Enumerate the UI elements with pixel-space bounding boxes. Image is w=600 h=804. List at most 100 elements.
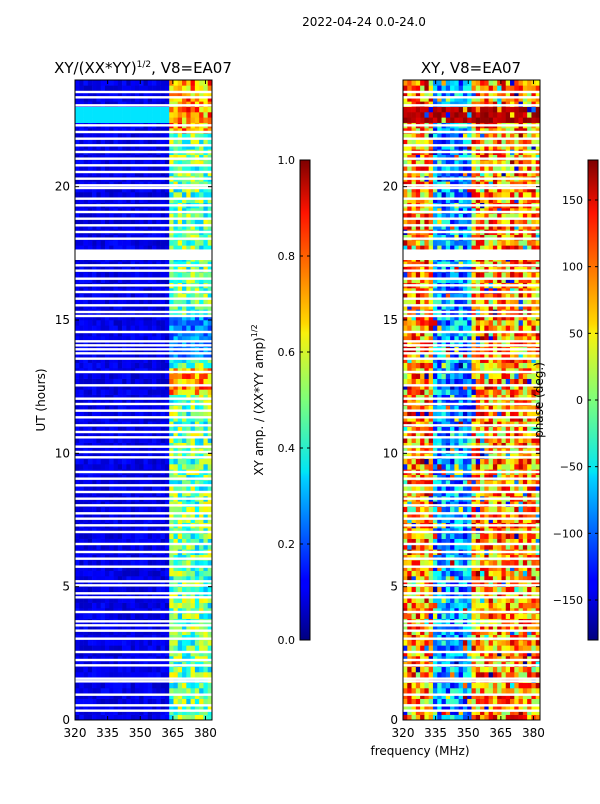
heatmap-cell xyxy=(178,373,183,379)
heatmap-cell xyxy=(169,571,174,577)
heatmap-cell xyxy=(420,672,425,678)
heatmap-cell xyxy=(446,688,451,694)
heatmap-cell xyxy=(506,699,511,705)
heatmap-cell xyxy=(96,272,101,278)
heatmap-cell xyxy=(407,645,412,651)
heatmap-cell xyxy=(79,459,84,465)
heatmap-cell xyxy=(195,363,200,369)
heatmap-cell xyxy=(182,603,187,609)
heatmap-cell xyxy=(79,320,84,326)
heatmap-cell xyxy=(199,464,204,470)
heatmap-cell xyxy=(84,112,89,118)
heatmap-cell xyxy=(446,715,451,721)
heatmap-cell xyxy=(118,533,123,539)
heatmap-cell xyxy=(463,667,468,673)
heatmap-cell xyxy=(182,688,187,694)
heatmap-cell xyxy=(195,373,200,379)
heatmap-cell xyxy=(161,645,166,651)
heatmap-cell xyxy=(92,613,97,619)
y-tick-label: 0 xyxy=(62,713,70,727)
heatmap-cell xyxy=(429,571,434,577)
heatmap-cell xyxy=(450,640,455,646)
heatmap-cell xyxy=(131,272,136,278)
heatmap-cell xyxy=(489,603,494,609)
heatmap-cell xyxy=(156,672,161,678)
heatmap-cell xyxy=(523,715,528,721)
heatmap-cell xyxy=(118,373,123,379)
missing-data-row xyxy=(75,171,212,173)
heatmap-cell xyxy=(131,715,136,721)
heatmap-cell xyxy=(114,373,119,379)
heatmap-cell xyxy=(156,613,161,619)
heatmap-cell xyxy=(433,683,438,689)
heatmap-cell xyxy=(412,613,417,619)
missing-data-row xyxy=(75,137,212,139)
heatmap-cell xyxy=(450,560,455,566)
heatmap-cell xyxy=(135,320,140,326)
heatmap-cell xyxy=(156,533,161,539)
heatmap-cell xyxy=(101,672,106,678)
missing-data-row xyxy=(75,592,212,594)
heatmap-cell xyxy=(101,560,106,566)
heatmap-cell xyxy=(420,645,425,651)
heatmap-cell xyxy=(126,272,131,278)
heatmap-cell xyxy=(101,117,106,123)
heatmap-cell xyxy=(433,603,438,609)
heatmap-cell xyxy=(195,379,200,385)
heatmap-cell xyxy=(148,107,153,113)
heatmap-cell xyxy=(407,672,412,678)
y-tick-label: 15 xyxy=(55,313,70,327)
heatmap-cell xyxy=(514,715,519,721)
heatmap-cell xyxy=(514,603,519,609)
heatmap-cell xyxy=(96,325,101,331)
heatmap-cell xyxy=(501,699,506,705)
heatmap-cell xyxy=(131,683,136,689)
heatmap-cell xyxy=(165,320,170,326)
heatmap-cell xyxy=(109,192,114,198)
heatmap-cell xyxy=(169,699,174,705)
heatmap-cell xyxy=(178,320,183,326)
missing-data-row xyxy=(75,231,212,233)
heatmap-cell xyxy=(446,699,451,705)
heatmap-cell xyxy=(519,587,524,593)
heatmap-cell xyxy=(424,560,429,566)
heatmap-cell xyxy=(148,85,153,91)
heatmap-cell xyxy=(493,667,498,673)
heatmap-cell xyxy=(161,613,166,619)
heatmap-cell xyxy=(84,320,89,326)
heatmap-cell xyxy=(178,688,183,694)
heatmap-cell xyxy=(173,603,178,609)
heatmap-cell xyxy=(472,699,477,705)
heatmap-cell xyxy=(161,464,166,470)
heatmap-cell xyxy=(173,672,178,678)
heatmap-cell xyxy=(96,688,101,694)
heatmap-cell xyxy=(203,571,208,577)
heatmap-cell xyxy=(203,192,208,198)
heatmap-cell xyxy=(173,117,178,123)
heatmap-cell xyxy=(501,587,506,593)
heatmap-cell xyxy=(131,192,136,198)
heatmap-cell xyxy=(531,672,536,678)
heatmap-cell xyxy=(152,672,157,678)
heatmap-cell xyxy=(472,640,477,646)
heatmap-cell xyxy=(165,507,170,513)
heatmap-cell xyxy=(186,389,191,395)
heatmap-cell xyxy=(101,683,106,689)
heatmap-cell xyxy=(131,587,136,593)
heatmap-cell xyxy=(75,240,80,246)
heatmap-cell xyxy=(519,613,524,619)
heatmap-cell xyxy=(92,560,97,566)
heatmap-cell xyxy=(79,613,84,619)
heatmap-cell xyxy=(178,715,183,721)
heatmap-cell xyxy=(480,640,485,646)
heatmap-cell xyxy=(118,571,123,577)
heatmap-cell xyxy=(506,587,511,593)
missing-data-row xyxy=(75,331,212,333)
heatmap-cell xyxy=(148,80,153,86)
heatmap-cell xyxy=(476,640,481,646)
heatmap-cell xyxy=(79,645,84,651)
heatmap-cell xyxy=(105,192,110,198)
heatmap-cell xyxy=(476,715,481,721)
heatmap-cell xyxy=(165,587,170,593)
heatmap-cell xyxy=(191,389,196,395)
